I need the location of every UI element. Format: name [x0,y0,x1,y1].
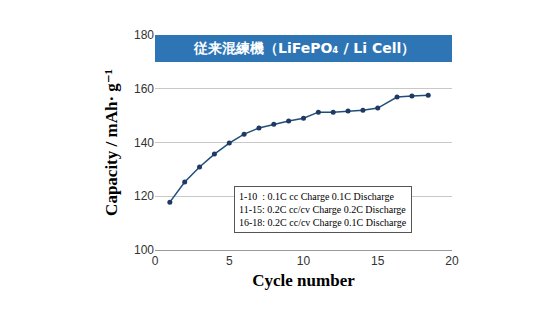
svg-text:10: 10 [297,254,311,268]
svg-text:180: 180 [134,28,154,42]
svg-text:100: 100 [134,243,154,257]
svg-text:160: 160 [134,82,154,96]
svg-text:従来混練機（LiFePO₄ / Li Cell）: 従来混練機（LiFePO₄ / Li Cell） [193,40,415,56]
svg-text:Cycle number: Cycle number [252,271,355,290]
svg-text:1-10 : 0.1C cc Charge 0.1C Di: 1-10 : 0.1C cc Charge 0.1C Discharge11-1… [239,191,407,228]
svg-text:0: 0 [152,254,159,268]
svg-text:Capacity / mAh· g⁻¹: Capacity / mAh· g⁻¹ [102,69,121,216]
svg-text:120: 120 [134,189,154,203]
svg-text:20: 20 [445,254,459,268]
svg-text:140: 140 [134,136,154,150]
svg-text:5: 5 [226,254,233,268]
svg-text:15: 15 [371,254,385,268]
